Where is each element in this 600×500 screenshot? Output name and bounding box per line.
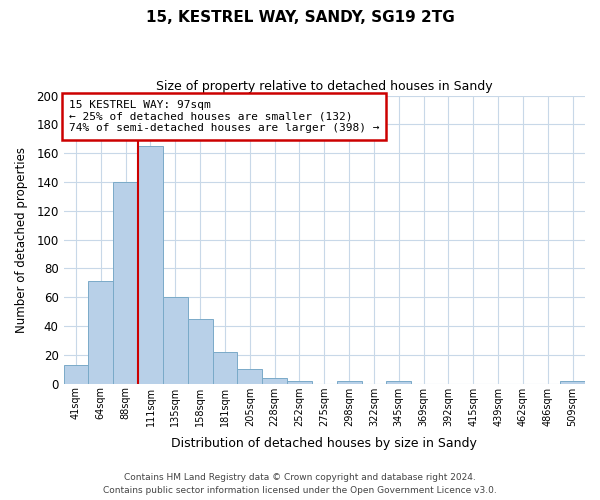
Bar: [188, 319, 212, 384]
Bar: [138, 146, 163, 384]
Bar: [262, 378, 287, 384]
Text: Contains HM Land Registry data © Crown copyright and database right 2024.
Contai: Contains HM Land Registry data © Crown c…: [103, 474, 497, 495]
Text: 15 KESTREL WAY: 97sqm
← 25% of detached houses are smaller (132)
74% of semi-det: 15 KESTREL WAY: 97sqm ← 25% of detached …: [69, 100, 379, 133]
Text: 15, KESTREL WAY, SANDY, SG19 2TG: 15, KESTREL WAY, SANDY, SG19 2TG: [146, 10, 454, 25]
Bar: [337, 380, 362, 384]
Bar: [64, 365, 88, 384]
Y-axis label: Number of detached properties: Number of detached properties: [15, 146, 28, 332]
Bar: [163, 297, 188, 384]
Bar: [212, 352, 238, 384]
Bar: [560, 380, 585, 384]
Bar: [113, 182, 138, 384]
X-axis label: Distribution of detached houses by size in Sandy: Distribution of detached houses by size …: [172, 437, 477, 450]
Bar: [88, 282, 113, 384]
Bar: [287, 380, 312, 384]
Bar: [238, 369, 262, 384]
Bar: [386, 380, 411, 384]
Title: Size of property relative to detached houses in Sandy: Size of property relative to detached ho…: [156, 80, 493, 93]
